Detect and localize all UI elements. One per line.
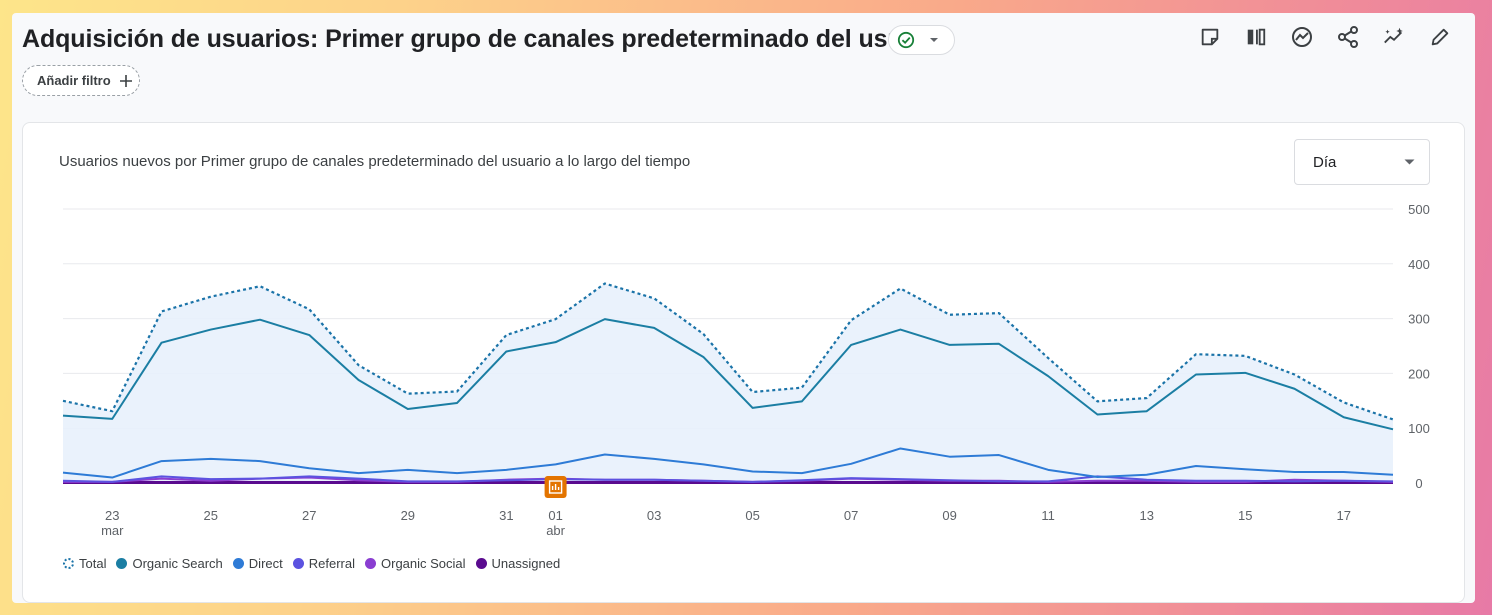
x-tick-label: 03 (647, 508, 661, 523)
legend-item-direct[interactable]: Direct (232, 556, 283, 571)
x-tick-label: 01 (548, 508, 562, 523)
legend-swatch (232, 558, 244, 569)
plus-icon (119, 74, 132, 87)
compare-button[interactable] (1244, 25, 1268, 49)
x-tick-label: 07 (844, 508, 858, 523)
share-button[interactable] (1336, 25, 1360, 49)
legend-label: Organic Search (132, 556, 223, 571)
insights-icon (1292, 27, 1312, 47)
chart-card: Usuarios nuevos por Primer grupo de cana… (22, 122, 1465, 603)
x-tick-label: 31 (499, 508, 513, 523)
share-icon (1338, 26, 1358, 48)
y-tick-label: 100 (1408, 421, 1430, 436)
x-tick-sublabel: mar (101, 523, 124, 538)
x-tick-label: 05 (745, 508, 759, 523)
y-tick-label: 400 (1408, 257, 1430, 272)
x-tick-label: 09 (942, 508, 956, 523)
x-tick-label: 25 (204, 508, 218, 523)
annotation-marker[interactable] (544, 476, 567, 498)
series-line-total (62, 282, 1394, 421)
legend-label: Organic Social (381, 556, 466, 571)
chart-legend: Total Organic Search Direct Referral Organic… (63, 556, 560, 571)
legend-label: Total (79, 556, 107, 571)
y-tick-label: 0 (1415, 476, 1422, 491)
series-line-direct (62, 447, 1394, 479)
dropdown-arrow-icon (1404, 159, 1415, 165)
period-select[interactable]: Día (1294, 139, 1430, 185)
add-filter-button[interactable]: Añadir filtro (22, 65, 140, 96)
legend-swatch (365, 558, 376, 569)
legend-item-total[interactable]: Total (63, 556, 106, 571)
x-tick-label: 11 (1041, 508, 1055, 523)
series-line-organic-search (62, 318, 1394, 431)
add-filter-label: Añadir filtro (37, 73, 111, 88)
legend-label: Referral (308, 556, 355, 571)
y-tick-label: 500 (1408, 202, 1430, 217)
toolbar (1198, 25, 1452, 49)
legend-swatch (475, 558, 487, 569)
legend-swatch (292, 558, 304, 569)
legend-item-referral[interactable]: Referral (292, 556, 355, 571)
x-tick-label: 17 (1337, 508, 1351, 523)
note-button[interactable] (1198, 25, 1222, 49)
chart-title: Usuarios nuevos por Primer grupo de cana… (59, 153, 691, 170)
x-tick-label: 13 (1139, 508, 1153, 523)
x-tick-label: 23 (105, 508, 119, 523)
legend-label: Unassigned (491, 556, 561, 571)
page-title: Adquisición de usuarios: Primer grupo de… (22, 25, 949, 53)
report-panel: Adquisición de usuarios: Primer grupo de… (12, 13, 1475, 603)
sparkle-trend-button[interactable] (1382, 25, 1406, 49)
y-tick-label: 300 (1408, 312, 1430, 327)
check-circle-icon (897, 31, 915, 49)
legend-swatch (63, 558, 74, 569)
edit-button[interactable] (1428, 25, 1452, 49)
chevron-down-icon (930, 38, 938, 42)
legend-label: Direct (248, 556, 283, 571)
legend-item-organic-social[interactable]: Organic Social (365, 556, 466, 571)
legend-swatch (116, 558, 128, 569)
edit-icon (1431, 28, 1449, 46)
x-tick-label: 29 (401, 508, 415, 523)
compare-icon (1247, 28, 1266, 46)
x-tick-sublabel: abr (546, 523, 565, 538)
note-icon (1201, 28, 1219, 46)
x-tick-label: 15 (1238, 508, 1252, 523)
sparkle-trend-icon (1384, 27, 1403, 44)
series-line-referral (62, 475, 1394, 483)
legend-item-organic-search[interactable]: Organic Search (116, 556, 223, 571)
x-tick-label: 27 (302, 508, 316, 523)
status-chip[interactable] (888, 25, 955, 55)
insights-button[interactable] (1290, 25, 1314, 49)
period-select-value: Día (1313, 153, 1337, 171)
y-tick-label: 200 (1408, 366, 1430, 381)
legend-item-unassigned[interactable]: Unassigned (475, 556, 561, 571)
